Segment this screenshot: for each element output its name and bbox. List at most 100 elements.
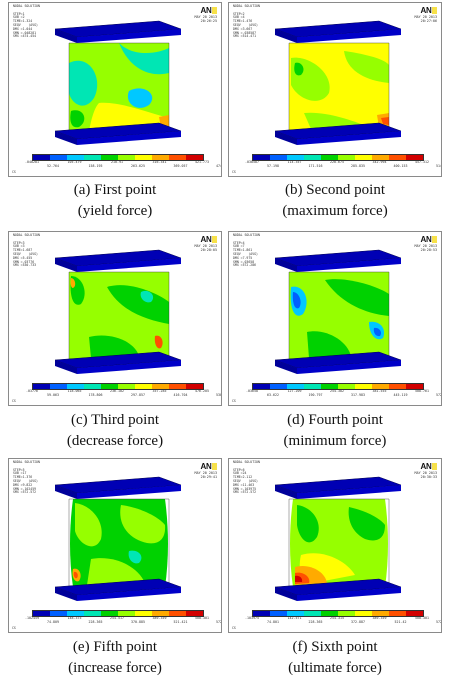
- caption-subtitle: (decrease force): [66, 433, 164, 449]
- legend-value: 508.301: [195, 616, 209, 620]
- legend-swatch: [355, 611, 372, 616]
- legend-swatch: [253, 611, 270, 616]
- top-flange-side: [275, 29, 297, 43]
- legend-value: 389.359: [372, 616, 387, 620]
- legend-value: 342.994: [372, 160, 387, 164]
- legend-swatch: [287, 611, 304, 616]
- timestamp: MAY 20 2013 20:28:05: [194, 244, 217, 252]
- legend-swatch: [186, 155, 203, 160]
- legend-swatch: [152, 611, 169, 616]
- legend-value: 254.517: [110, 616, 124, 620]
- contour-region: [307, 331, 351, 358]
- legend-value: 474.454: [216, 164, 222, 168]
- legend-swatch: [389, 155, 406, 160]
- logo-mark: [212, 7, 217, 14]
- logo-mark: [432, 236, 437, 243]
- legend-swatch: [50, 384, 67, 389]
- legend-swatch: [118, 611, 135, 616]
- bottom-flange-side: [275, 587, 297, 601]
- legend-value: 572.286: [436, 393, 442, 397]
- logo-mark: [212, 236, 217, 243]
- legend-swatch: [338, 155, 355, 160]
- stress-contour-web: [70, 499, 168, 587]
- timestamp: MAY 20 2013 20:28:53: [414, 244, 437, 252]
- caption-subtitle: (increase force): [68, 660, 162, 676]
- legend-value: 105.479: [67, 160, 82, 164]
- ansys-logo: AN: [201, 462, 217, 471]
- legend-value: 118.065: [67, 389, 82, 393]
- coordinate-system-label: CS: [232, 626, 236, 630]
- legend-value: .03658: [246, 389, 258, 393]
- bottom-flange-front: [297, 360, 401, 374]
- logo-mark: [212, 463, 217, 470]
- legend-swatch: [118, 384, 135, 389]
- coordinate-system-label: CS: [232, 399, 236, 403]
- legend-value: 508.301: [415, 616, 429, 620]
- legend-swatch: [406, 155, 423, 160]
- legend-swatch: [33, 384, 50, 389]
- legend-swatch: [355, 384, 372, 389]
- top-flange-front: [77, 485, 181, 499]
- caption-title: (e) Fifth point: [72, 639, 158, 655]
- fe-model-plot: [54, 476, 182, 601]
- legend-swatch: [152, 384, 169, 389]
- caption-subtitle: (yield force): [77, 203, 153, 219]
- coordinate-system-label: CS: [12, 399, 16, 403]
- stress-contour-web: [289, 272, 389, 360]
- legend-value: 254.315: [330, 616, 344, 620]
- legend-value: 372.887: [351, 620, 365, 624]
- contour-region: [70, 278, 76, 288]
- legend-swatch: [338, 384, 355, 389]
- contour-region: [344, 51, 389, 83]
- legend-swatch: [169, 611, 186, 616]
- bottom-flange-front: [77, 131, 181, 145]
- fe-model-plot: [274, 476, 402, 601]
- legend-value: 254.382: [330, 389, 344, 393]
- logo-mark: [432, 463, 437, 470]
- legend-swatch: [389, 611, 406, 616]
- legend-swatch: [84, 384, 101, 389]
- legend-swatch: [321, 611, 338, 616]
- legend-swatch: [372, 611, 389, 616]
- coordinate-system-label: CS: [12, 170, 16, 174]
- legend-value: 74.809: [47, 620, 59, 624]
- result-panel-c: NODAL SOLUTION STEP=3 SUB =3 TIME=1.687 …: [8, 231, 222, 406]
- stress-contour-web: [289, 43, 389, 131]
- fe-model-plot: [54, 20, 182, 145]
- contour-region: [128, 550, 142, 564]
- legend-swatch: [101, 611, 118, 616]
- legend-value: 59.063: [47, 393, 59, 397]
- legend-value: 389.359: [152, 616, 167, 620]
- fe-model-plot: [54, 249, 182, 374]
- legend-swatch: [84, 155, 101, 160]
- panel-caption-e: (e) Fifth point (increase force): [8, 637, 222, 679]
- top-flange-front: [77, 258, 181, 272]
- solution-header: NODAL SOLUTION STEP=2 SUB =4 TIME=1.476 …: [233, 4, 260, 39]
- contour-region: [295, 575, 303, 582]
- caption-subtitle: (ultimate force): [288, 660, 382, 676]
- bottom-flange-front: [297, 587, 401, 601]
- legend-swatch: [406, 611, 423, 616]
- legend-swatch: [304, 611, 321, 616]
- top-flange-side: [275, 258, 297, 272]
- logo-text: AN: [200, 462, 212, 471]
- contour-region: [69, 60, 98, 106]
- panel-caption-a: (a) First point (yield force): [8, 180, 222, 222]
- legend-swatch: [270, 611, 287, 616]
- legend-swatch: [270, 155, 287, 160]
- legend-swatch: [355, 155, 372, 160]
- legend-value: 416.704: [173, 393, 188, 397]
- legend-swatch: [287, 155, 304, 160]
- top-flange-front: [297, 258, 401, 272]
- caption-subtitle: (minimum force): [283, 433, 387, 449]
- logo-text: AN: [200, 235, 212, 244]
- legend-value: .03776: [26, 389, 38, 393]
- legend-value: 530.733: [216, 393, 222, 397]
- contour-region: [127, 88, 153, 108]
- legend-value: 263.625: [131, 164, 145, 168]
- coordinate-system-label: CS: [12, 626, 16, 630]
- ansys-logo: AN: [421, 6, 437, 15]
- contour-region: [292, 292, 301, 309]
- legend-swatch: [67, 611, 84, 616]
- legend-value: 228.365: [88, 620, 103, 624]
